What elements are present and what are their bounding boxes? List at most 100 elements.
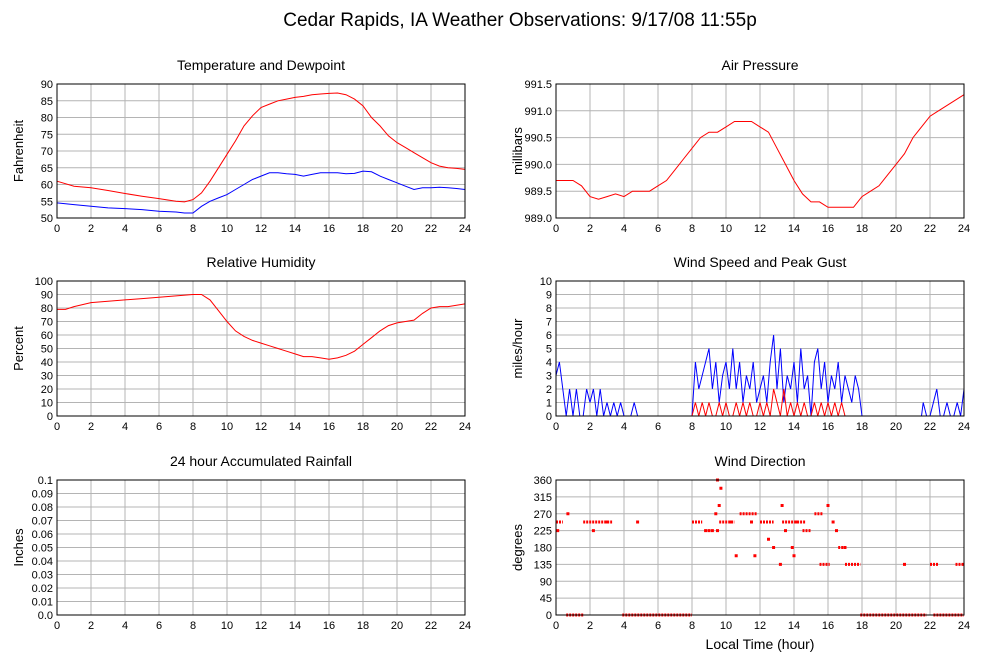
scatter-point bbox=[729, 520, 733, 524]
series-line bbox=[56, 92, 466, 203]
plot-frame bbox=[56, 83, 466, 219]
x-tick-label: 20 bbox=[391, 223, 403, 235]
x-tick-label: 6 bbox=[655, 223, 661, 235]
x-tick-label: 12 bbox=[754, 421, 766, 433]
x-tick-label: 12 bbox=[255, 223, 267, 235]
y-tick-label: 991.0 bbox=[524, 106, 552, 118]
y-tick-label: 20 bbox=[41, 384, 53, 396]
x-tick-label: 6 bbox=[156, 421, 162, 433]
x-tick-label: 14 bbox=[289, 421, 301, 433]
x-tick-label: 22 bbox=[425, 421, 437, 433]
y-tick-label: 90 bbox=[540, 576, 552, 588]
x-tick-label: 16 bbox=[822, 620, 834, 632]
scatter-point bbox=[780, 504, 784, 507]
series-line bbox=[556, 94, 965, 208]
scatter-point bbox=[714, 512, 718, 516]
series-line bbox=[556, 388, 964, 417]
y-tick-label: 8 bbox=[546, 303, 552, 315]
y-tick-label: 0.07 bbox=[32, 516, 53, 528]
y-axis-label: degrees bbox=[510, 524, 525, 571]
x-tick-label: 2 bbox=[587, 620, 593, 632]
x-tick-label: 4 bbox=[621, 620, 627, 632]
plot-frame bbox=[555, 280, 965, 417]
y-tick-label: 989.0 bbox=[524, 213, 552, 225]
y-tick-label: 100 bbox=[35, 276, 53, 288]
scatter-point bbox=[753, 554, 757, 558]
y-tick-label: 180 bbox=[534, 543, 552, 555]
y-tick-label: 60 bbox=[41, 180, 53, 192]
chart-panel-pressure: 0 2 4 6 8 10 12 14 16 18 20 22 24989.0989.5990.0990.… bbox=[510, 57, 970, 235]
x-tick-label: 6 bbox=[156, 223, 162, 235]
y-tick-label: 10 bbox=[540, 276, 552, 288]
x-tick-label: 20 bbox=[890, 421, 902, 433]
y-tick-label: 360 bbox=[534, 475, 552, 487]
y-tick-label: 85 bbox=[41, 96, 53, 108]
scatter-point bbox=[707, 529, 711, 533]
scatter-point bbox=[591, 529, 595, 533]
y-tick-label: 80 bbox=[41, 303, 53, 315]
x-tick-label: 4 bbox=[621, 421, 627, 433]
x-tick-label: 24 bbox=[459, 421, 471, 433]
series-line bbox=[57, 294, 466, 360]
panel-title: Temperature and Dewpoint bbox=[177, 57, 345, 73]
x-tick-label: 16 bbox=[822, 223, 834, 235]
x-axis-label: Local Time (hour) bbox=[706, 636, 815, 652]
y-tick-label: 991.5 bbox=[524, 79, 552, 91]
x-tick-label: 24 bbox=[958, 223, 970, 235]
x-tick-label: 18 bbox=[357, 421, 369, 433]
y-tick-label: 65 bbox=[41, 163, 53, 175]
page-title: Cedar Rapids, IA Weather Observations: 9… bbox=[283, 10, 757, 31]
plot-frame bbox=[555, 83, 965, 219]
panel-title: Air Pressure bbox=[721, 57, 798, 73]
y-tick-label: 0.06 bbox=[32, 529, 53, 541]
y-tick-label: 50 bbox=[41, 213, 53, 225]
x-tick-label: 8 bbox=[689, 223, 695, 235]
y-tick-label: 2 bbox=[546, 384, 552, 396]
x-tick-label: 24 bbox=[459, 620, 471, 632]
y-tick-label: 70 bbox=[41, 317, 53, 329]
x-tick-label: 20 bbox=[890, 223, 902, 235]
scatter-point bbox=[750, 520, 753, 524]
x-tick-label: 4 bbox=[122, 620, 128, 632]
x-tick-label: 14 bbox=[289, 620, 301, 632]
x-tick-label: 22 bbox=[924, 421, 936, 433]
y-tick-label: 55 bbox=[41, 196, 53, 208]
scatter-point bbox=[843, 546, 847, 549]
y-tick-label: 45 bbox=[540, 593, 552, 605]
scatter-point bbox=[826, 504, 830, 507]
x-tick-label: 2 bbox=[88, 620, 94, 632]
y-tick-label: 0.09 bbox=[32, 489, 53, 501]
plot-frame bbox=[56, 280, 466, 417]
x-tick-label: 12 bbox=[255, 620, 267, 632]
series-line bbox=[56, 170, 466, 214]
scatter-point bbox=[772, 546, 776, 549]
y-tick-label: 0.05 bbox=[32, 543, 53, 555]
y-tick-label: 0.01 bbox=[32, 597, 53, 609]
scatter-point bbox=[767, 537, 770, 541]
x-tick-label: 20 bbox=[890, 620, 902, 632]
y-tick-label: 9 bbox=[546, 290, 552, 302]
x-tick-label: 10 bbox=[720, 223, 732, 235]
scatter-point bbox=[636, 520, 640, 524]
x-tick-label: 18 bbox=[357, 620, 369, 632]
x-tick-label: 16 bbox=[323, 421, 335, 433]
x-tick-label: 0 bbox=[553, 421, 559, 433]
scatter-point bbox=[903, 562, 906, 566]
y-tick-label: 0.02 bbox=[32, 583, 53, 595]
x-tick-label: 16 bbox=[323, 223, 335, 235]
x-tick-label: 0 bbox=[553, 620, 559, 632]
y-tick-label: 30 bbox=[41, 371, 53, 383]
x-tick-label: 4 bbox=[122, 223, 128, 235]
y-axis-label: millibars bbox=[510, 127, 525, 175]
y-tick-label: 75 bbox=[41, 129, 53, 141]
x-tick-label: 18 bbox=[856, 620, 868, 632]
x-tick-label: 24 bbox=[459, 223, 471, 235]
x-tick-label: 14 bbox=[788, 620, 800, 632]
y-tick-label: 70 bbox=[41, 146, 53, 158]
y-tick-label: 990.0 bbox=[524, 159, 552, 171]
x-tick-label: 0 bbox=[54, 223, 60, 235]
panel-title: Wind Direction bbox=[714, 453, 805, 469]
scatter-point bbox=[790, 546, 794, 549]
y-tick-label: 90 bbox=[41, 79, 53, 91]
